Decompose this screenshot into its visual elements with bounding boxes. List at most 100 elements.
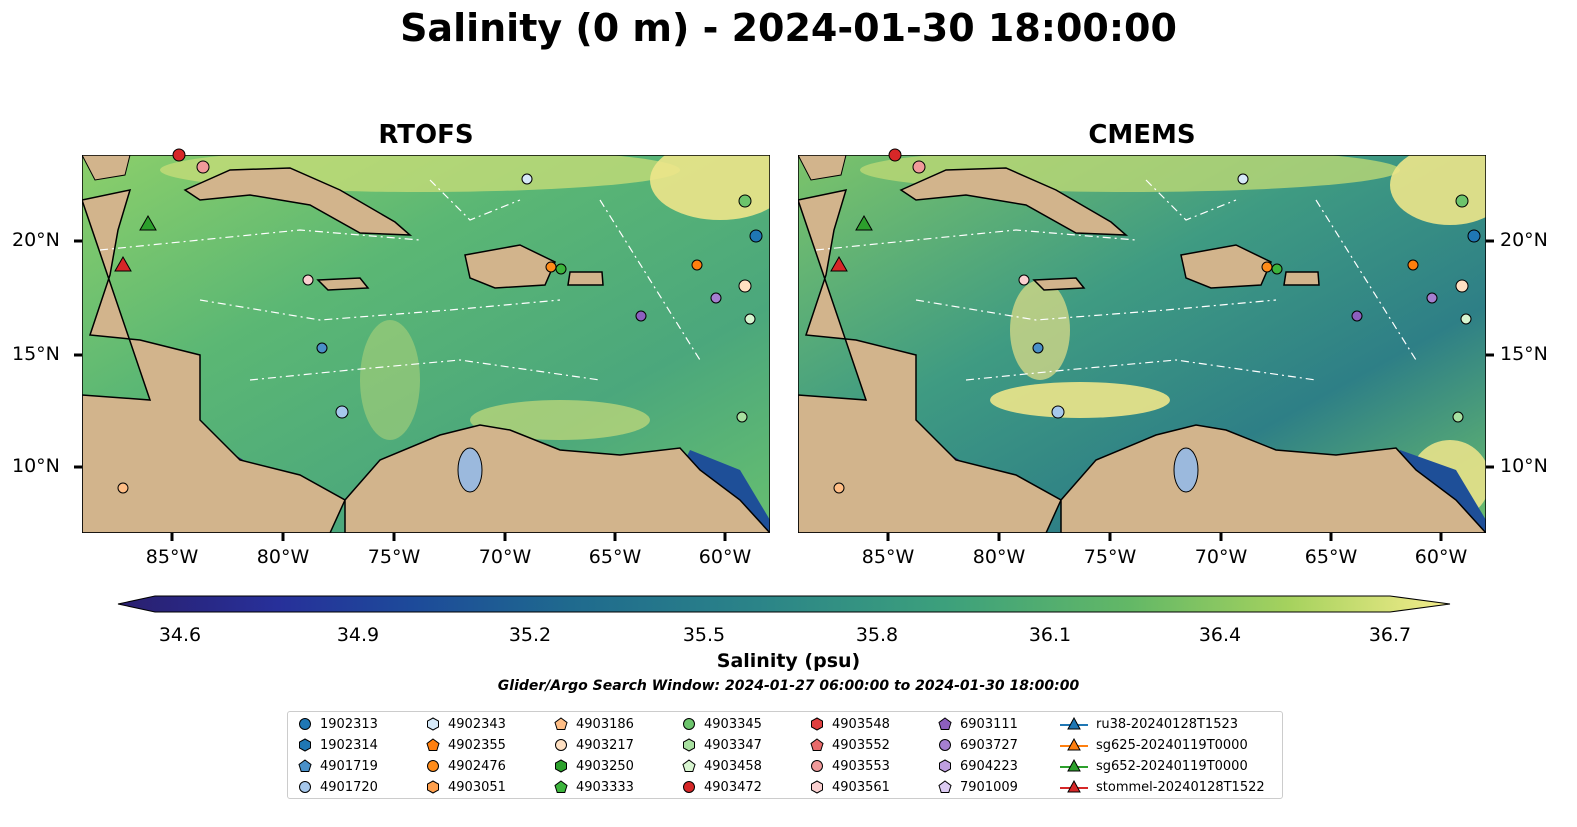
hexagon-marker-icon [299, 738, 311, 752]
legend-item: 4901720 [298, 777, 378, 797]
circle-marker-icon [299, 781, 311, 793]
legend-item: sg652-20240119T0000 [1060, 756, 1248, 776]
colorbar-tick: 36.7 [1368, 624, 1412, 646]
lon-label-80w-left: 80°W [256, 546, 310, 568]
legend-item: 4902355 [426, 735, 506, 755]
colorbar-tick: 35.2 [508, 624, 552, 646]
pentagon-marker-icon [554, 780, 568, 793]
legend-item: 1902313 [298, 714, 378, 734]
lat-label-10n-right: 10°N [1500, 455, 1548, 477]
legend-item: 4903250 [554, 756, 634, 776]
legend-item: 4901719 [298, 756, 378, 776]
legend: 1902313 1902314 4901719 4901720 4902343 49023… [287, 711, 1283, 799]
legend-item-label: 7901009 [960, 779, 1018, 795]
legend-item: ru38-20240128T1523 [1060, 714, 1238, 734]
legend-item: 4903548 [810, 714, 890, 734]
lon-label-70w-right: 70°W [1194, 546, 1248, 568]
rtofs-markers [114, 148, 763, 494]
legend-item-label: 4903552 [832, 737, 890, 753]
colorbar-tick: 36.4 [1198, 624, 1242, 646]
legend-item: 6903111 [938, 714, 1018, 734]
circle-marker-icon [555, 739, 567, 751]
lon-label-65w-right: 65°W [1304, 546, 1358, 568]
lon-label-70w-left: 70°W [478, 546, 532, 568]
legend-item-label: 6903727 [960, 737, 1018, 753]
hexagon-marker-icon [811, 780, 823, 794]
legend-item: 6903727 [938, 735, 1018, 755]
circle-marker-icon [939, 739, 951, 751]
pentagon-marker-icon [426, 738, 440, 751]
lon-label-80w-right: 80°W [972, 546, 1026, 568]
lon-label-60w-left: 60°W [698, 546, 752, 568]
lon-label-65w-left: 65°W [588, 546, 642, 568]
hexagon-marker-icon [683, 738, 695, 752]
legend-item-label: 4902343 [448, 716, 506, 732]
panel-title-rtofs: RTOFS [378, 120, 474, 150]
legend-item: 4903561 [810, 777, 890, 797]
legend-item-label: 4903250 [576, 758, 634, 774]
hexagon-marker-icon [939, 759, 951, 773]
hexagon-marker-icon [811, 717, 823, 731]
legend-item: 1902314 [298, 735, 378, 755]
legend-item: 4903345 [682, 714, 762, 734]
hexagon-marker-icon [427, 780, 439, 794]
legend-item: 4903217 [554, 735, 634, 755]
legend-item-label: ru38-20240128T1523 [1096, 716, 1239, 732]
rtofs-map [82, 155, 770, 533]
legend-item: 4903552 [810, 735, 890, 755]
legend-item-label: 4903548 [832, 716, 890, 732]
legend-item: 4903186 [554, 714, 634, 734]
lon-label-85w-right: 85°W [861, 546, 915, 568]
triangle-line-marker-icon [1060, 717, 1088, 730]
pentagon-marker-icon [682, 759, 696, 772]
legend-item: 4903051 [426, 777, 506, 797]
colorbar-tick: 36.1 [1028, 624, 1072, 646]
cmems-map [798, 155, 1486, 533]
legend-item: stommel-20240128T1522 [1060, 777, 1265, 797]
legend-item-label: 4901720 [320, 779, 378, 795]
legend-item-label: 4903051 [448, 779, 506, 795]
legend-item-label: 4903347 [704, 737, 762, 753]
legend-item: 4902476 [426, 756, 506, 776]
lat-label-15n-right: 15°N [1500, 343, 1548, 365]
legend-item: 4903333 [554, 777, 634, 797]
legend-item-label: 1902313 [320, 716, 378, 732]
lat-label-20n-right: 20°N [1500, 229, 1548, 251]
pentagon-marker-icon [298, 759, 312, 772]
legend-item-label: sg652-20240119T0000 [1096, 758, 1248, 774]
lat-label-15n-left: 15°N [12, 343, 60, 365]
circle-marker-icon [299, 718, 311, 730]
legend-item: 4902343 [426, 714, 506, 734]
legend-item-label: 4902355 [448, 737, 506, 753]
legend-item-label: 4902476 [448, 758, 506, 774]
legend-item-label: 6904223 [960, 758, 1018, 774]
legend-item: 4903347 [682, 735, 762, 755]
pentagon-marker-icon [938, 780, 952, 793]
colorbar-label: Salinity (psu) [716, 650, 861, 672]
legend-item-label: 4903333 [576, 779, 634, 795]
colorbar-tick: 34.6 [158, 624, 202, 646]
lat-label-10n-left: 10°N [12, 455, 60, 477]
cmems-markers [830, 148, 1481, 494]
lat-label-20n-left: 20°N [12, 229, 60, 251]
lon-label-75w-right: 75°W [1083, 546, 1137, 568]
colorbar-tick: 35.5 [682, 624, 726, 646]
legend-item: 6904223 [938, 756, 1018, 776]
pentagon-marker-icon [810, 738, 824, 751]
legend-item: 4903472 [682, 777, 762, 797]
legend-item: sg625-20240119T0000 [1060, 735, 1248, 755]
legend-item: 7901009 [938, 777, 1018, 797]
search-window-text: Glider/Argo Search Window: 2024-01-27 06… [497, 678, 1080, 694]
axis-ticks [74, 239, 1494, 541]
legend-item-label: 4901719 [320, 758, 378, 774]
legend-item-label: stommel-20240128T1522 [1096, 779, 1265, 795]
pentagon-marker-icon [938, 717, 952, 730]
lon-label-60w-right: 60°W [1414, 546, 1468, 568]
triangle-line-marker-icon [1060, 759, 1088, 772]
legend-item-label: 6903111 [960, 716, 1018, 732]
circle-marker-icon [811, 760, 823, 772]
legend-item-label: 4903472 [704, 779, 762, 795]
colorbar-tick: 35.8 [855, 624, 899, 646]
hexagon-marker-icon [427, 717, 439, 731]
